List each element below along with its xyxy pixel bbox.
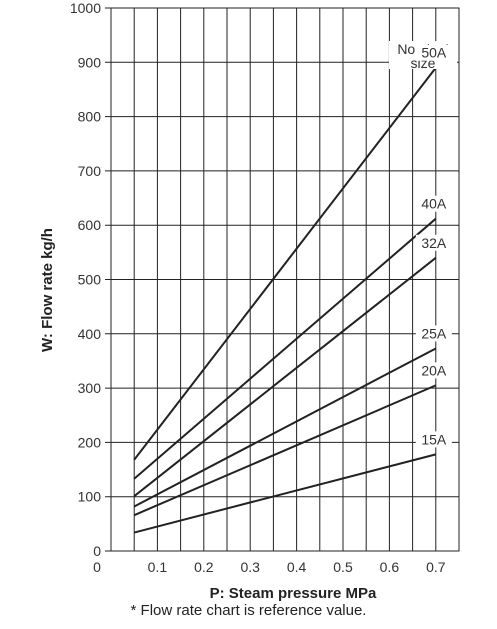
series-line-20a — [133, 384, 437, 517]
y-tick-label: 0 — [93, 543, 101, 559]
x-tick-label: 0.5 — [333, 559, 353, 575]
y-tick-label: 900 — [78, 54, 102, 70]
x-axis-title: P: Steam pressure MPa — [210, 585, 377, 602]
series-line-40a — [133, 217, 437, 480]
grid — [105, 7, 460, 552]
series-line-32a — [133, 256, 437, 497]
x-tick-label: 0.6 — [380, 559, 400, 575]
series-label-bg — [415, 195, 452, 212]
y-tick-label: 500 — [78, 272, 102, 288]
x-tick-label: 0 — [93, 559, 101, 575]
series-lines — [133, 67, 437, 534]
series-label-bg — [415, 325, 452, 342]
y-tick-label: 600 — [78, 217, 102, 233]
series-label-bg — [415, 362, 452, 379]
y-axis-title: W: Flow rate kg/h — [39, 228, 56, 352]
y-tick-label: 400 — [78, 326, 102, 342]
series-label-bg — [415, 234, 452, 251]
x-tick-label: 0.7 — [426, 559, 446, 575]
series-label-20a: 20A — [421, 362, 447, 378]
series-label-32a: 32A — [421, 235, 447, 251]
y-tick-label: 800 — [78, 109, 102, 125]
x-tick-label: 0.3 — [240, 559, 260, 575]
y-tick-label: 300 — [78, 380, 102, 396]
x-tick-label: 0.4 — [287, 559, 307, 575]
tick-labels: 0 100 200 300 400 500 600 700 800 900 1000 0 0.1 0.2 0… — [70, 0, 446, 575]
series-labels: Nominalsize50A40A32A25A20A15A — [389, 41, 457, 448]
series-label-15a: 15A — [421, 431, 447, 447]
series-label-50a: 50A — [421, 45, 447, 61]
x-tick-label: 0.2 — [194, 559, 214, 575]
y-tick-label: 200 — [78, 434, 102, 450]
series-label-bg — [415, 44, 452, 61]
y-tick-label: 700 — [78, 163, 102, 179]
series-label-bg — [415, 431, 452, 448]
y-tick-label: 100 — [78, 489, 102, 505]
series-line-15a — [133, 453, 437, 534]
series-line-50a — [133, 67, 437, 461]
x-tick-label: 0.1 — [148, 559, 168, 575]
y-tick-label: 1000 — [70, 0, 101, 16]
series-line-25a — [133, 347, 437, 508]
series-label-40a: 40A — [421, 196, 447, 212]
footnote: * Flow rate chart is reference value. — [130, 602, 367, 619]
series-label-25a: 25A — [421, 325, 447, 341]
